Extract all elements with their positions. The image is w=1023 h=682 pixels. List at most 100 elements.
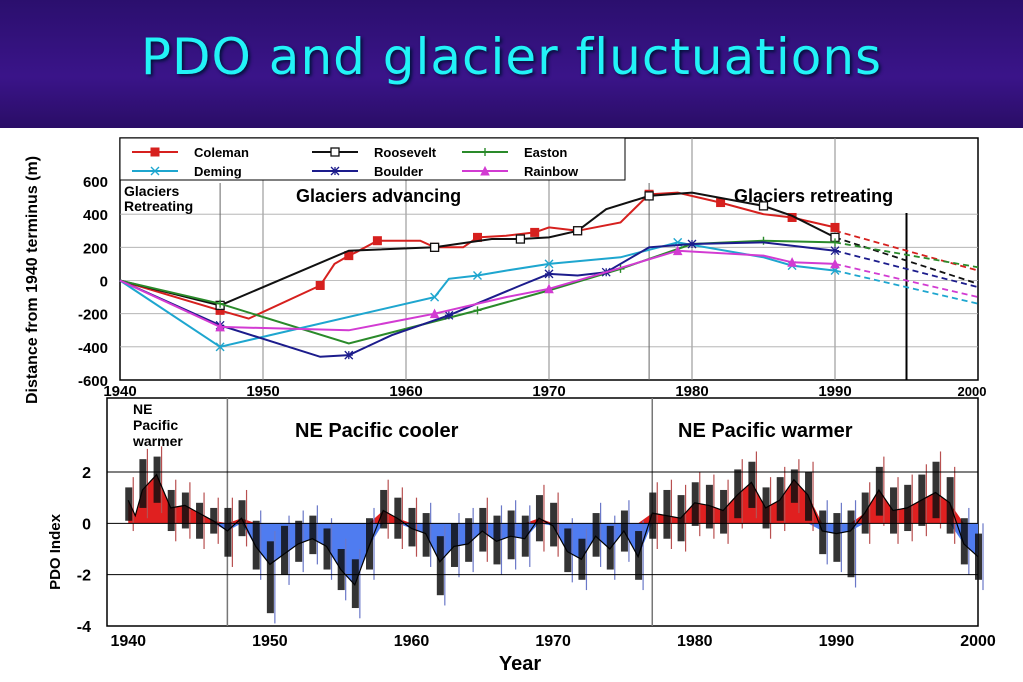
data-point <box>572 226 583 236</box>
series-line-boulder <box>119 241 836 358</box>
data-point <box>716 198 726 208</box>
pdo-range-bar <box>705 484 713 529</box>
regime-label-warmer: NE Pacific warmer <box>678 420 853 442</box>
y-tick-label: 600 <box>83 174 108 191</box>
legend-label: Coleman <box>194 145 249 160</box>
x-tick-label: 1950 <box>252 633 288 650</box>
legend-label: Roosevelt <box>374 145 437 160</box>
pdo-range-bar <box>847 510 855 578</box>
pdo-range-bar <box>819 510 827 555</box>
data-point <box>831 238 839 247</box>
pdo-range-bar <box>521 515 529 557</box>
series-roosevelt <box>119 191 979 311</box>
y-axis-label: Distance from 1940 terminus (m) <box>24 156 41 404</box>
pdo-range-bar <box>691 482 699 526</box>
data-point <box>150 166 160 176</box>
annotation-left-2: Retreating <box>124 198 193 214</box>
data-point <box>687 239 697 249</box>
pdo-range-bar <box>380 489 388 529</box>
data-point <box>481 148 489 156</box>
pdo-range-bar <box>663 489 671 539</box>
data-point <box>330 147 340 157</box>
x-tick-label: 1960 <box>394 633 430 650</box>
pdo-range-bar <box>790 469 798 503</box>
x-tick-label: 1940 <box>103 383 136 400</box>
series-projection-roosevelt <box>834 236 979 285</box>
x-tick-label-extra: 2000 <box>958 384 987 399</box>
data-point <box>830 222 840 232</box>
pdo-smoothed-line <box>127 473 979 587</box>
data-point <box>372 236 382 246</box>
legend-box <box>119 137 626 181</box>
pdo-range-bar <box>465 518 473 562</box>
data-point <box>644 191 654 201</box>
y-tick-label: -2 <box>77 568 91 585</box>
pdo-range-bar <box>295 520 303 562</box>
y-tick-label: 2 <box>82 465 91 482</box>
pdo-range-bar <box>493 515 501 565</box>
legend-item-rainbow: Rainbow <box>462 164 579 179</box>
series-line-deming <box>119 241 836 348</box>
data-point <box>544 269 554 279</box>
data-point <box>473 271 482 281</box>
figure: -600 -400 -200 0 200 400 600 1940 1950 1960 1970 19… <box>24 137 996 675</box>
x-tick-label: 1990 <box>819 633 855 650</box>
data-point <box>150 147 160 157</box>
legend-item-easton: Easton <box>462 145 567 160</box>
series-projection-rainbow <box>834 263 979 298</box>
series-projection-easton <box>834 241 979 269</box>
pdo-range-bar <box>181 492 189 529</box>
legend-item-roosevelt: Roosevelt <box>312 145 437 160</box>
legend-label: Boulder <box>374 164 423 179</box>
series-rainbow <box>119 245 979 332</box>
data-point <box>444 310 454 320</box>
pdo-range-bar <box>196 502 204 539</box>
pdo-range-bar <box>720 489 728 534</box>
data-point <box>215 342 225 352</box>
legend-label: Deming <box>194 164 242 179</box>
data-point <box>530 227 540 237</box>
glacier-chart: -600 -400 -200 0 200 400 600 1940 1950 1960 1970 19… <box>24 137 987 404</box>
pdo-range-bar <box>281 525 289 575</box>
x-tick-label: 2000 <box>960 633 996 650</box>
legend: Coleman Roosevelt Easton Deming Boulder Rainb… <box>119 137 626 181</box>
data-point <box>787 257 797 267</box>
regime-label-cooler: NE Pacific cooler <box>295 420 459 442</box>
data-point <box>758 201 769 211</box>
data-point <box>473 306 482 315</box>
data-point <box>330 166 340 176</box>
y-tick-label: 200 <box>83 240 108 257</box>
legend-item-coleman: Coleman <box>132 145 249 160</box>
x-tick-label: 1950 <box>246 383 279 400</box>
y-tick-label: -200 <box>78 307 108 324</box>
legend-item-boulder: Boulder <box>312 164 423 179</box>
pdo-range-bar <box>960 518 968 565</box>
slide-title: PDO and glacier fluctuations <box>140 28 883 86</box>
x-tick-label: 1940 <box>110 633 146 650</box>
data-point <box>480 165 490 176</box>
regime-label-early-1: NE <box>133 401 152 417</box>
legend-item-deming: Deming <box>132 164 242 179</box>
pdo-range-bar <box>224 507 232 557</box>
data-point <box>544 283 554 294</box>
y-tick-label: 0 <box>82 516 91 533</box>
pdo-range-bar <box>748 461 756 508</box>
pdo-range-bar <box>323 528 331 570</box>
pdo-range-bar <box>309 515 317 555</box>
pdo-range-bar <box>252 520 260 570</box>
legend-label: Easton <box>524 145 567 160</box>
series-line-roosevelt <box>119 191 836 307</box>
data-point <box>429 242 440 252</box>
x-tick-label: 1980 <box>675 383 708 400</box>
pdo-range-bar <box>408 507 416 547</box>
y-tick-label: -600 <box>78 373 108 390</box>
x-tick-label: 1970 <box>532 383 565 400</box>
data-point <box>544 259 554 269</box>
x-tick-label: 1960 <box>389 383 422 400</box>
x-tick-label: 1970 <box>535 633 571 650</box>
pdo-range-bar <box>649 492 657 539</box>
annotation-advancing: Glaciers advancing <box>296 186 461 206</box>
pdo-range-bar <box>479 507 487 552</box>
y-tick-label: -400 <box>78 340 108 357</box>
title-band: PDO and glacier fluctuations <box>0 0 1023 128</box>
